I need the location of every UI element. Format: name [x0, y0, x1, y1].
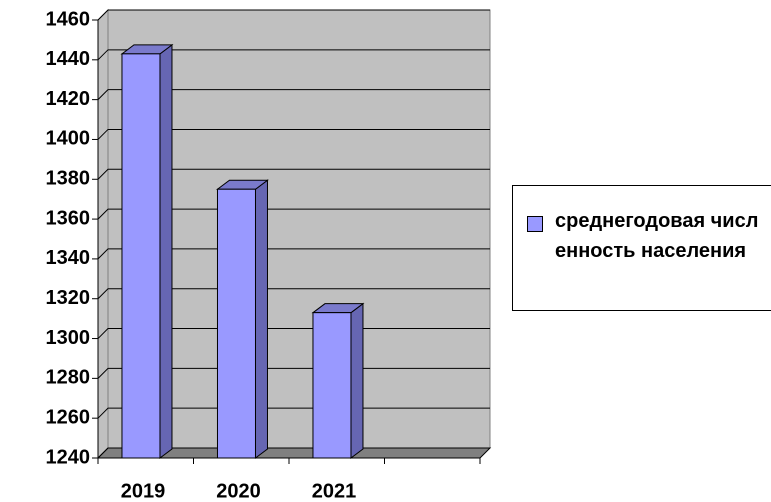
bar-side	[254, 179, 268, 459]
y-tick-label: 1380	[46, 168, 91, 190]
y-tick-label: 1440	[46, 48, 91, 70]
side-wall	[97, 8, 109, 460]
bar	[121, 53, 161, 459]
y-tick-label: 1240	[46, 446, 91, 468]
grid-line	[97, 248, 490, 260]
y-tick-label: 1400	[46, 128, 91, 150]
x-tick-label: 2020	[216, 480, 261, 502]
y-tick-label: 1320	[46, 287, 91, 309]
grid-line	[97, 9, 490, 21]
bar	[216, 188, 256, 459]
grid-line	[97, 49, 490, 61]
bar-side	[350, 302, 364, 459]
y-tick-label: 1340	[46, 247, 91, 269]
grid-line	[97, 288, 490, 300]
x-tick-label: 2019	[121, 480, 166, 502]
y-tick-label: 1460	[46, 8, 91, 30]
y-tick-label: 1360	[46, 207, 91, 229]
grid-line	[97, 168, 490, 180]
legend-swatch	[527, 216, 543, 232]
grid-line	[97, 208, 490, 220]
legend-label: среднегодовая численность населения	[555, 210, 759, 262]
x-tick-label: 2021	[312, 480, 357, 502]
y-tick-label: 1280	[46, 367, 91, 389]
grid-line	[97, 89, 490, 100]
y-tick-label: 1420	[46, 88, 91, 110]
bar-side	[159, 43, 173, 459]
y-tick-label: 1300	[46, 327, 91, 349]
y-tick-label: 1260	[46, 406, 91, 428]
legend: среднегодовая численность населения	[512, 185, 771, 311]
bar	[312, 312, 352, 459]
grid-line	[97, 128, 490, 140]
